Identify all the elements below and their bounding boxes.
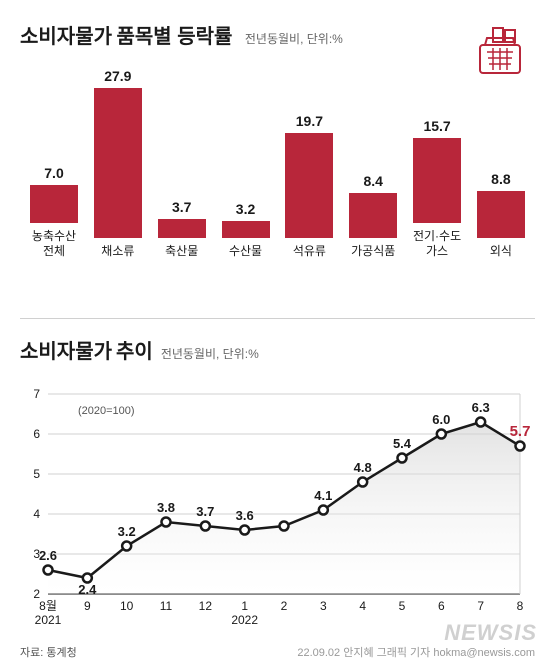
- bar-value: 7.0: [44, 165, 63, 181]
- bar: [94, 88, 142, 238]
- svg-text:12: 12: [199, 599, 213, 613]
- bar-group: 19.7 석유류: [280, 113, 338, 261]
- bar-label: 외식: [490, 244, 512, 260]
- bar: [158, 219, 206, 239]
- chart-container: 소비자물가 품목별 등락률 전년동월비, 단위:% 7.0 농축수산 전체 27.9…: [0, 0, 555, 670]
- bar-group: 15.7 전기·수도 가스: [408, 118, 466, 260]
- bar: [222, 221, 270, 238]
- bar-label: 농축수산 전체: [32, 229, 76, 260]
- bar-group: 3.2 수산물: [217, 201, 275, 260]
- credit: 22.09.02 안지혜 그래픽 기자 hokma@newsis.com: [297, 644, 535, 660]
- svg-text:5.4: 5.4: [393, 436, 412, 451]
- svg-text:8: 8: [517, 599, 524, 613]
- bar-group: 8.4 가공식품: [344, 173, 402, 260]
- line-chart: 2 3 4 5 6 7 (2020=100) 2.6 2.4 3.2 3.8 3.7 3.6 4.1 4.8…: [20, 374, 535, 634]
- line-title-row: 소비자물가 추이 전년동월비, 단위:%: [20, 335, 535, 364]
- bar-value: 8.4: [363, 173, 382, 189]
- svg-text:7: 7: [477, 599, 484, 613]
- basket-icon: [465, 20, 535, 80]
- svg-text:2022: 2022: [231, 613, 258, 627]
- divider: [20, 318, 535, 319]
- svg-text:10: 10: [120, 599, 134, 613]
- title-pre: 소비자물가: [20, 26, 112, 48]
- title-block: 소비자물가 품목별 등락률 전년동월비, 단위:%: [20, 20, 343, 49]
- svg-text:5: 5: [399, 599, 406, 613]
- line-subtitle: 전년동월비, 단위:%: [161, 345, 259, 362]
- svg-text:3.7: 3.7: [196, 504, 214, 519]
- line-title-main: 추이: [116, 335, 153, 364]
- bar-group: 8.8 외식: [472, 171, 530, 260]
- bar-label: 축산물: [165, 244, 198, 260]
- svg-text:7: 7: [33, 387, 40, 401]
- bar: [477, 191, 525, 238]
- svg-text:1: 1: [241, 599, 248, 613]
- svg-text:3.6: 3.6: [236, 508, 254, 523]
- svg-text:9: 9: [84, 599, 91, 613]
- svg-text:6.3: 6.3: [472, 400, 490, 415]
- bar-value: 27.9: [104, 68, 131, 84]
- svg-text:5: 5: [33, 467, 40, 481]
- title-main: 품목별 등락률: [116, 26, 232, 48]
- svg-text:2: 2: [281, 599, 288, 613]
- svg-text:3.2: 3.2: [118, 524, 136, 539]
- bar-value: 3.7: [172, 199, 191, 215]
- svg-text:6: 6: [33, 427, 40, 441]
- bar: [30, 185, 78, 223]
- bar-label: 전기·수도 가스: [413, 229, 461, 260]
- bar-group: 7.0 농축수산 전체: [25, 165, 83, 260]
- watermark: NEWSIS: [444, 620, 537, 646]
- footer: 자료: 통계청 22.09.02 안지혜 그래픽 기자 hokma@newsis…: [20, 644, 535, 660]
- svg-text:3: 3: [320, 599, 327, 613]
- bar-value: 19.7: [296, 113, 323, 129]
- bar: [413, 138, 461, 222]
- svg-text:6: 6: [438, 599, 445, 613]
- svg-text:6.0: 6.0: [432, 412, 450, 427]
- bar-label: 채소류: [101, 244, 134, 260]
- subtitle: 전년동월비, 단위:%: [245, 32, 343, 46]
- svg-text:4: 4: [33, 507, 40, 521]
- bar-chart: 7.0농축수산 전체27.9채소류3.7축산물3.2수산물19.7석유류8.4가…: [20, 90, 535, 300]
- svg-text:2.4: 2.4: [78, 582, 97, 597]
- svg-text:3.8: 3.8: [157, 500, 175, 515]
- bar-group: 3.7 축산물: [153, 199, 211, 260]
- svg-text:5.7: 5.7: [510, 423, 531, 440]
- svg-text:4: 4: [359, 599, 366, 613]
- bar-label: 석유류: [293, 244, 326, 260]
- svg-text:2021: 2021: [35, 613, 62, 627]
- bar-area: 7.0농축수산 전체27.9채소류3.7축산물3.2수산물19.7석유류8.4가…: [20, 90, 535, 260]
- bar-value: 3.2: [236, 201, 255, 217]
- svg-text:4.1: 4.1: [314, 488, 332, 503]
- svg-text:8월: 8월: [39, 599, 57, 613]
- line-chart-svg: 2 3 4 5 6 7 (2020=100) 2.6 2.4 3.2 3.8 3.7 3.6 4.1 4.8…: [20, 374, 535, 634]
- line-title-pre: 소비자물가: [20, 335, 112, 364]
- svg-text:2.6: 2.6: [39, 548, 57, 563]
- bar: [285, 133, 333, 239]
- bar-label: 수산물: [229, 244, 262, 260]
- bar-value: 8.8: [491, 171, 510, 187]
- svg-text:4.8: 4.8: [354, 460, 372, 475]
- bar-group: 27.9 채소류: [89, 68, 147, 260]
- bar-value: 15.7: [423, 118, 450, 134]
- bar: [349, 193, 397, 238]
- bar-label: 가공식품: [351, 244, 395, 260]
- svg-text:(2020=100): (2020=100): [78, 405, 135, 417]
- source-label: 자료: 통계청: [20, 644, 77, 660]
- svg-text:11: 11: [160, 599, 173, 613]
